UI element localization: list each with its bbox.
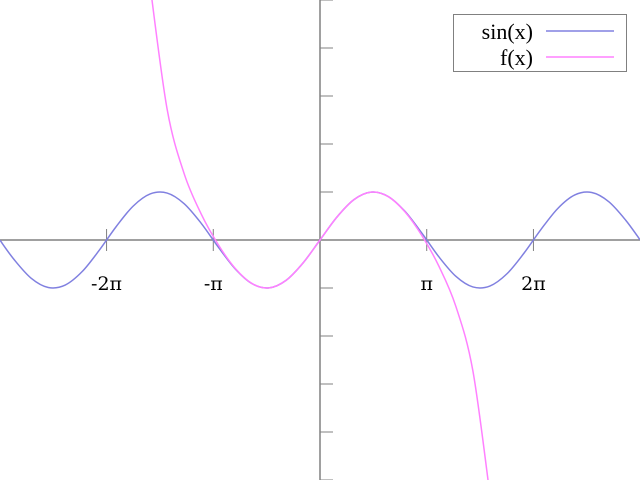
legend: sin(x)f(x)	[453, 14, 627, 72]
series-line-f	[151, 0, 489, 480]
x-tick-label: -2π	[91, 273, 122, 295]
legend-label: f(x)	[500, 45, 533, 70]
x-tick-label: -π	[204, 273, 223, 295]
legend-box	[453, 14, 627, 72]
x-tick-label: π	[420, 273, 433, 295]
legend-label: sin(x)	[482, 19, 533, 44]
x-tick-label: 2π	[521, 273, 546, 295]
